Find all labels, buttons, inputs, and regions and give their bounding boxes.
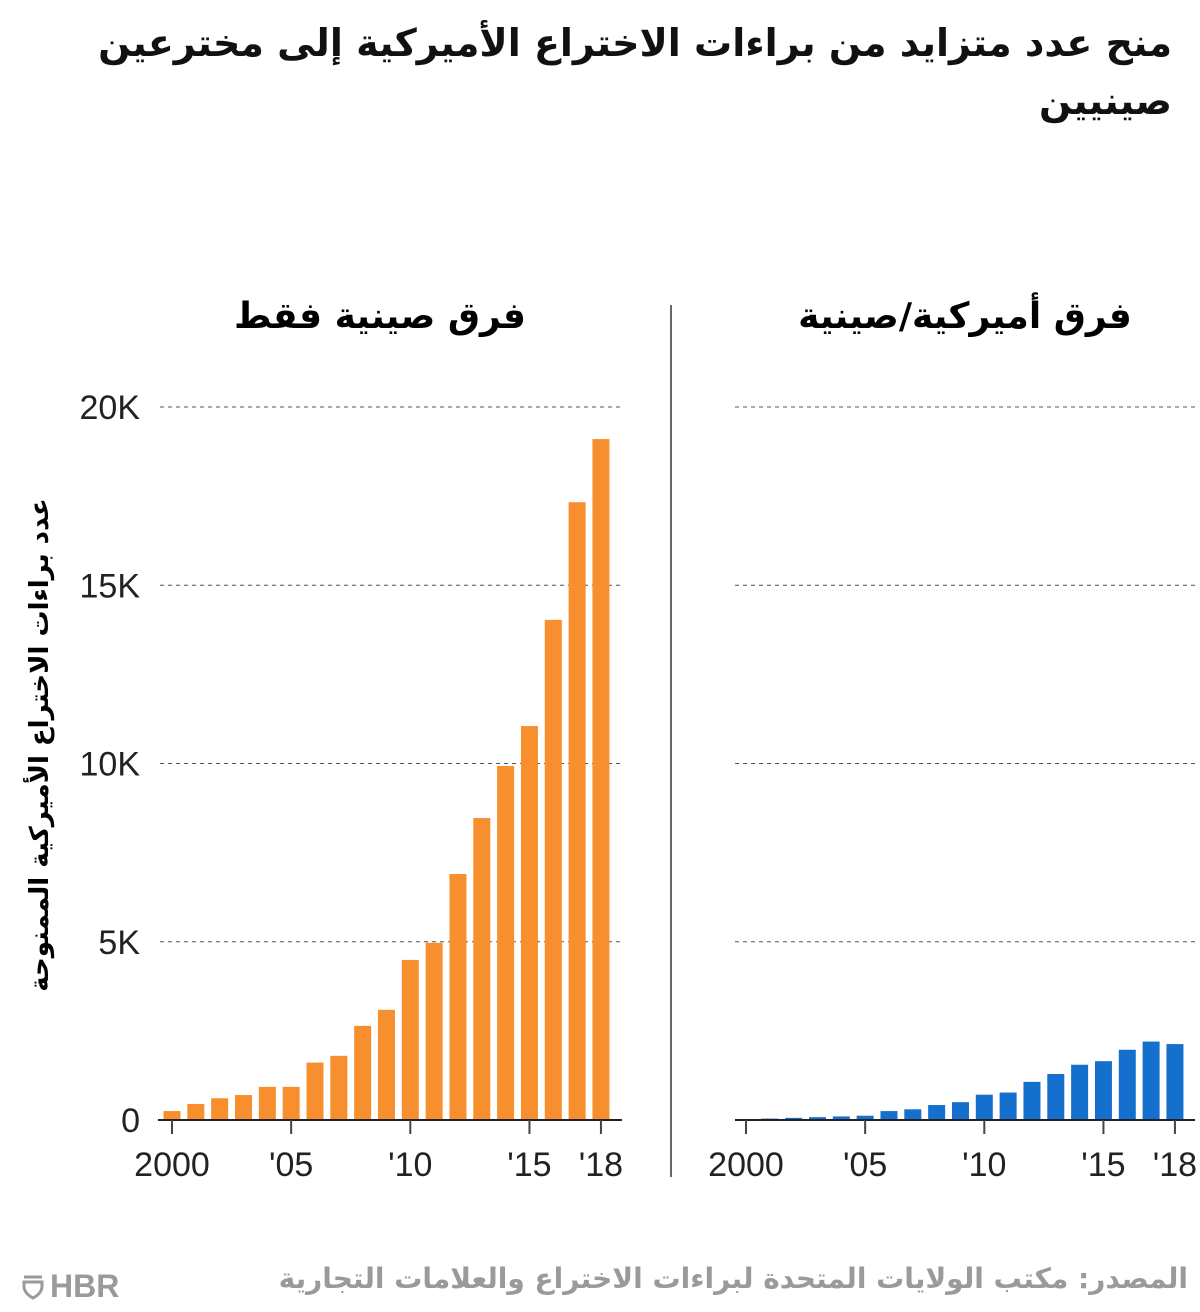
left-bar-2009 <box>377 1009 395 1120</box>
left-bar-2002 <box>211 1098 229 1120</box>
right-bar-2018 <box>1166 1044 1184 1120</box>
right-x-tick-label: '15 <box>1081 1146 1125 1184</box>
right-bar-2016 <box>1118 1049 1136 1120</box>
left-bar-2013 <box>473 818 491 1120</box>
right-x-tick-label: 2000 <box>708 1146 784 1184</box>
left-bar-2015 <box>520 726 538 1120</box>
left-x-tick-label: '10 <box>388 1146 432 1184</box>
left-bar-2007 <box>330 1055 348 1120</box>
left-bar-2004 <box>258 1086 276 1120</box>
right-x-tick-label: '05 <box>843 1146 887 1184</box>
right-bar-2004 <box>832 1116 850 1120</box>
y-tick-label: 15K <box>80 567 141 605</box>
left-panel-title: فرق صينية فقط <box>234 296 526 337</box>
chart-title: منح عدد متزايد من براءات الاختراع الأمير… <box>98 21 1172 123</box>
logo-text: HBR <box>50 1268 120 1304</box>
left-bar-2010 <box>401 959 419 1120</box>
left-bar-2005 <box>282 1086 300 1120</box>
left-x-tick-label: '18 <box>579 1146 623 1184</box>
left-bar-2011 <box>425 942 443 1120</box>
left-bar-2016 <box>544 619 562 1120</box>
right-bar-2017 <box>1142 1041 1160 1120</box>
hbr-logo: HBR <box>22 1268 119 1305</box>
right-bar-2006 <box>880 1111 898 1120</box>
right-bar-2005 <box>856 1115 874 1120</box>
right-bar-2015 <box>1094 1061 1112 1120</box>
left-bar-2000 <box>163 1111 181 1120</box>
right-bar-2007 <box>904 1109 922 1120</box>
left-bar-2014 <box>497 765 515 1120</box>
left-x-tick-label: 2000 <box>134 1146 210 1184</box>
left-bar-2006 <box>306 1062 324 1120</box>
y-tick-label: 5K <box>98 924 140 962</box>
right-panel-title: فرق أميركية/صينية <box>798 292 1132 337</box>
right-bar-2013 <box>1047 1074 1065 1120</box>
left-x-tick-label: '05 <box>269 1146 313 1184</box>
left-bar-2018 <box>592 439 610 1121</box>
left-bar-2003 <box>234 1095 252 1120</box>
right-bar-2003 <box>808 1117 826 1120</box>
right-bar-2008 <box>928 1105 946 1120</box>
left-bar-2008 <box>354 1025 372 1120</box>
left-bar-2017 <box>568 502 586 1120</box>
y-tick-label: 10K <box>80 746 141 784</box>
shield-icon <box>22 1275 44 1300</box>
left-bar-2001 <box>187 1103 205 1120</box>
y-tick-label: 0 <box>121 1102 140 1140</box>
right-x-tick-label: '10 <box>962 1146 1006 1184</box>
right-bar-2012 <box>1023 1081 1041 1120</box>
right-bar-2014 <box>1071 1064 1089 1120</box>
left-x-tick-label: '15 <box>507 1146 551 1184</box>
right-bar-2010 <box>975 1094 993 1120</box>
right-bar-2002 <box>785 1117 803 1120</box>
right-bar-2011 <box>999 1092 1017 1120</box>
left-bar-2012 <box>449 874 467 1120</box>
source-note: المصدر: مكتب الولايات المتحدة لبراءات ال… <box>278 1262 1188 1295</box>
right-x-tick-label: '18 <box>1153 1146 1197 1184</box>
y-tick-label: 20K <box>80 389 141 427</box>
y-axis-label: عدد براءات الاختراع الأميركية الممنوحة <box>23 498 55 992</box>
right-bar-2009 <box>951 1102 969 1120</box>
